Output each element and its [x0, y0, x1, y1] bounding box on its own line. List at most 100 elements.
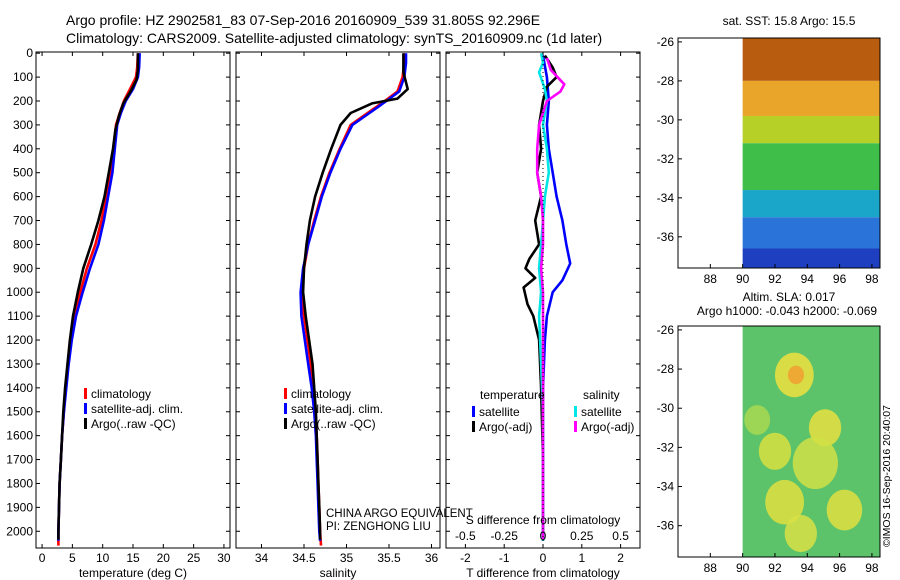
x-axis-label: T difference from climatology — [466, 566, 620, 580]
map-title: sat. SST: 15.8 Argo: 15.5 — [723, 14, 856, 28]
map-frame — [677, 325, 881, 558]
legend-label: satellite-adj. clim. — [91, 402, 183, 416]
sla-anomaly-blob — [787, 365, 805, 385]
legend-swatch — [574, 421, 577, 432]
y-tick-label: 1000 — [6, 285, 33, 299]
map-x-tick-label: 92 — [768, 272, 782, 286]
map-y-tick-label: -36 — [657, 519, 675, 533]
map-y-tick-label: -32 — [657, 440, 675, 454]
x-tick-label: 36 — [425, 551, 439, 565]
legend-swatch — [472, 421, 475, 432]
sst-band — [742, 217, 880, 249]
pi-credit: PI: ZENGHONG LIU — [326, 521, 431, 533]
s-tick-label: 0 — [540, 529, 547, 543]
y-tick-label: 0 — [26, 46, 33, 60]
x-tick-label: 0 — [540, 551, 547, 565]
legend-swatch — [574, 406, 577, 417]
figure-title-line1: Argo profile: HZ 2902581_83 07-Sep-2016 … — [66, 12, 540, 28]
legend-label: satellite-adj. clim. — [291, 402, 383, 416]
x-tick-label: 35.5 — [377, 551, 401, 565]
legend-header: temperature — [480, 388, 545, 402]
panel-frame-salinity-profile — [235, 51, 441, 549]
x-tick-label: 35 — [340, 551, 354, 565]
map-title: Altim. SLA: 0.017 — [743, 290, 836, 304]
map-y-tick-label: -26 — [657, 323, 675, 337]
sla-anomaly-blob — [792, 437, 838, 490]
map-field-sst-map — [742, 38, 880, 268]
s-tick-label: 0.25 — [570, 529, 594, 543]
s-axis-label: S difference from climatology — [466, 513, 621, 527]
series-line-argo-raw-qc- — [57, 53, 140, 540]
sst-band — [742, 115, 880, 144]
y-tick-label: 1500 — [6, 405, 33, 419]
y-tick-label: 1900 — [6, 500, 33, 514]
map-x-tick-label: 98 — [865, 272, 879, 286]
legend-label: Argo(..raw -QC) — [291, 417, 376, 431]
legend-swatch — [284, 388, 287, 399]
map-y-tick-label: -28 — [657, 362, 675, 376]
legend-swatch — [284, 418, 287, 429]
sst-band — [742, 38, 880, 81]
y-tick-label: 300 — [13, 118, 33, 132]
sst-band — [742, 190, 880, 218]
map-x-tick-label: 94 — [801, 272, 815, 286]
y-tick-label: 200 — [13, 94, 33, 108]
y-tick-label: 1300 — [6, 357, 33, 371]
map-y-tick-label: -36 — [657, 230, 675, 244]
x-axis-label: temperature (deg C) — [79, 566, 187, 580]
sla-anomaly-blob — [826, 489, 863, 531]
map-frame — [677, 37, 881, 269]
y-tick-label: 900 — [13, 261, 33, 275]
sla-anomaly-blob — [744, 405, 771, 435]
y-tick-label: 2000 — [6, 524, 33, 538]
x-tick-label: 30 — [217, 551, 231, 565]
map-x-tick-label: 94 — [801, 561, 815, 575]
map-x-tick-label: 98 — [865, 561, 879, 575]
map-y-tick-label: -30 — [657, 401, 675, 415]
legend-label: Argo(-adj) — [581, 420, 634, 434]
y-tick-label: 1100 — [7, 309, 33, 323]
legend-swatch — [472, 406, 475, 417]
sst-band — [742, 80, 880, 116]
x-tick-label: 25 — [187, 551, 201, 565]
x-tick-label: -2 — [460, 551, 471, 565]
y-tick-label: 500 — [13, 166, 33, 180]
y-tick-label: 800 — [13, 237, 33, 251]
x-tick-label: -1 — [499, 551, 510, 565]
sla-anomaly-blob — [784, 514, 817, 553]
x-tick-label: 0 — [39, 551, 46, 565]
program-credit: CHINA ARGO EQUIVALENT — [326, 508, 473, 520]
legend-header: salinity — [583, 388, 620, 402]
legend-label: Argo(..raw -QC) — [91, 417, 176, 431]
legend-label: Argo(-adj) — [479, 420, 532, 434]
map-x-tick-label: 90 — [736, 561, 750, 575]
map-x-tick-label: 88 — [704, 561, 718, 575]
legend-swatch — [284, 403, 287, 414]
map-y-tick-label: -34 — [657, 480, 675, 494]
map-y-tick-label: -28 — [657, 74, 675, 88]
legend-swatch — [84, 418, 87, 429]
series-line-argo-raw-qc- — [301, 53, 410, 540]
sst-band — [742, 143, 880, 191]
x-tick-label: 10 — [96, 551, 110, 565]
map-y-tick-label: -32 — [657, 152, 675, 166]
s-tick-label: -0.5 — [455, 529, 476, 543]
y-tick-label: 1200 — [6, 333, 33, 347]
legend-label: satellite — [581, 405, 622, 419]
x-tick-label: 2 — [617, 551, 624, 565]
y-tick-label: 1600 — [6, 429, 33, 443]
y-tick-label: 700 — [13, 214, 33, 228]
map-y-tick-label: -34 — [657, 191, 675, 205]
x-tick-label: 1 — [578, 551, 585, 565]
x-tick-label: 34 — [255, 551, 269, 565]
x-tick-label: 15 — [126, 551, 140, 565]
sla-anomaly-blob — [758, 432, 792, 470]
map-field-sla-map — [742, 326, 880, 557]
map-x-tick-label: 92 — [768, 561, 782, 575]
y-tick-label: 1800 — [6, 476, 33, 490]
map-y-tick-label: -26 — [657, 35, 675, 49]
s-tick-label: -0.25 — [491, 529, 519, 543]
map-x-tick-label: 96 — [833, 561, 847, 575]
figure-title-line2: Climatology: CARS2009. Satellite-adjuste… — [66, 30, 602, 46]
